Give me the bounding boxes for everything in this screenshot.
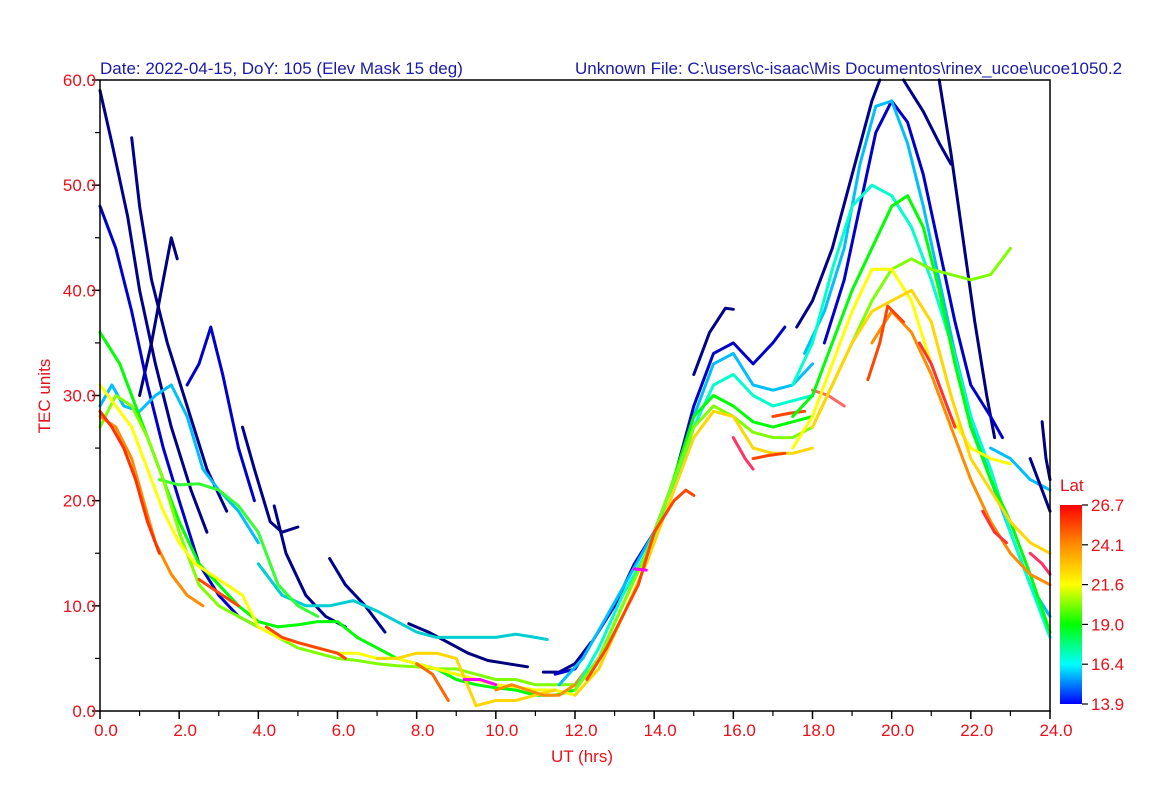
x-tick-label: 12.0 xyxy=(564,721,597,740)
colorbar-tick-label: 16.4 xyxy=(1091,655,1124,674)
series-line-43 xyxy=(791,183,1052,639)
series-layer xyxy=(98,78,1052,708)
y-tick-label: 50.0 xyxy=(63,176,96,195)
series-line-54 xyxy=(1028,457,1052,513)
series-line-23 xyxy=(494,667,589,697)
plot-frame xyxy=(99,79,1051,712)
series-line-50 xyxy=(917,341,957,429)
x-axis: 0.0 2.0 4.0 6.0 8.0 10.0 12.0 14.0 16.0 18.0 20.0 2… xyxy=(94,711,1073,740)
series-line-3 xyxy=(138,236,179,397)
x-tick-label: 22.0 xyxy=(960,721,993,740)
series-line-25 xyxy=(692,306,735,376)
x-tick-label: 24.0 xyxy=(1039,721,1072,740)
series-line-9 xyxy=(541,641,593,674)
x-tick-label: 18.0 xyxy=(802,721,835,740)
colorbar-tick-label: 19.0 xyxy=(1091,615,1124,634)
y-tick-label: 20.0 xyxy=(63,492,96,511)
colorbar-tick-label: 13.9 xyxy=(1091,695,1124,714)
series-line-18 xyxy=(98,415,205,608)
series-line-8 xyxy=(407,622,529,669)
colorbar-tick-label: 26.7 xyxy=(1091,496,1124,515)
series-line-14 xyxy=(157,478,320,618)
chart-header-date: Date: 2022-04-15, DoY: 105 (Elev Mask 15… xyxy=(100,59,463,78)
series-line-17 xyxy=(375,651,557,708)
series-line-47 xyxy=(811,288,1052,555)
series-line-34 xyxy=(731,436,755,471)
series-line-24 xyxy=(462,678,498,687)
series-line-20 xyxy=(197,578,240,608)
series-line-44 xyxy=(791,194,1052,634)
series-line-49 xyxy=(866,304,905,382)
x-tick-label: 4.0 xyxy=(253,721,277,740)
y-tick-label: 10.0 xyxy=(63,597,96,616)
series-line-32 xyxy=(585,488,696,681)
series-line-51 xyxy=(981,509,1008,545)
y-axis-label: TEC units xyxy=(35,359,54,434)
series-line-15 xyxy=(98,394,577,687)
y-tick-label: 40.0 xyxy=(63,281,96,300)
series-line-39 xyxy=(902,78,953,166)
y-tick-label: 30.0 xyxy=(63,387,96,406)
colorbar-tick-label: 24.1 xyxy=(1091,536,1124,555)
x-tick-label: 14.0 xyxy=(644,721,677,740)
colorbar-gradient xyxy=(1060,505,1082,704)
series-line-10 xyxy=(98,204,260,629)
x-tick-label: 2.0 xyxy=(173,721,197,740)
series-line-22 xyxy=(415,662,450,702)
series-line-27 xyxy=(557,351,814,687)
series-line-35 xyxy=(751,451,787,461)
colorbar-label: Lat xyxy=(1060,476,1084,495)
x-tick-label: 16.0 xyxy=(723,721,756,740)
series-line-1 xyxy=(98,89,209,534)
series-line-52 xyxy=(1028,551,1052,576)
y-tick-label: 0.0 xyxy=(72,702,96,721)
x-tick-label: 6.0 xyxy=(332,721,356,740)
series-line-2 xyxy=(130,136,229,513)
series-line-12 xyxy=(256,562,549,641)
series-line-6 xyxy=(272,504,347,629)
series-line-48 xyxy=(870,309,1052,587)
series-line-46 xyxy=(791,267,1012,466)
x-tick-label: 0.0 xyxy=(94,721,118,740)
series-line-36 xyxy=(771,409,807,418)
series-line-4 xyxy=(185,325,256,503)
series-line-38 xyxy=(795,78,882,329)
x-tick-label: 20.0 xyxy=(881,721,914,740)
y-tick-label: 60.0 xyxy=(63,71,96,90)
series-line-33 xyxy=(632,567,648,572)
series-line-55 xyxy=(1040,420,1052,482)
series-line-13 xyxy=(98,330,577,697)
colorbar: Lat 26.7 24.1 21.6 19.0 16.4 13.9 xyxy=(1060,476,1124,714)
series-line-5 xyxy=(241,425,300,534)
y-axis: 0.0 10.0 20.0 30.0 40.0 50.0 60.0 xyxy=(63,71,100,721)
chart-header-file: Unknown File: C:\users\c-isaac\Mis Docum… xyxy=(575,59,1122,78)
x-tick-label: 10.0 xyxy=(485,721,518,740)
series-line-21 xyxy=(264,625,347,660)
colorbar-tick-label: 21.6 xyxy=(1091,576,1124,595)
x-axis-label: UT (hrs) xyxy=(551,747,613,766)
series-line-19 xyxy=(98,409,161,555)
series-line-30 xyxy=(573,404,814,692)
x-tick-label: 8.0 xyxy=(411,721,435,740)
series-line-41 xyxy=(822,99,1004,440)
